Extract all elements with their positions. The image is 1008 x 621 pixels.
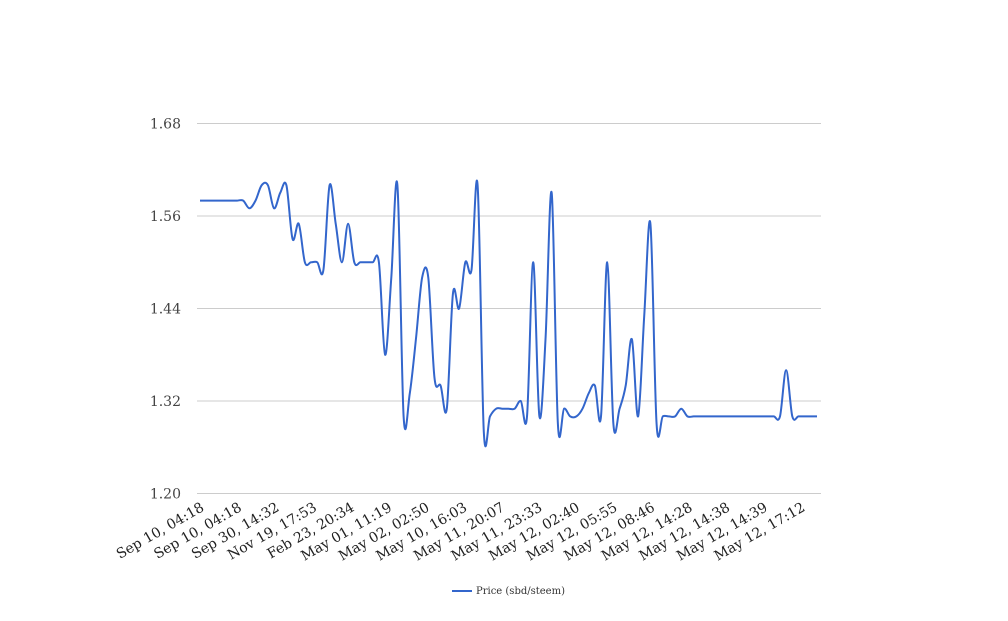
series-line-0 bbox=[200, 179, 817, 448]
y-tick-label: 1.68 bbox=[150, 117, 181, 133]
legend: Price (sbd/steem) bbox=[452, 586, 565, 597]
legend-label-price: Price (sbd/steem) bbox=[476, 586, 565, 597]
gridlines bbox=[197, 123, 821, 494]
series-lines bbox=[200, 179, 817, 448]
y-tick-label: 1.44 bbox=[150, 302, 181, 318]
y-tick-label: 1.32 bbox=[150, 394, 181, 410]
y-tick-label: 1.56 bbox=[150, 209, 181, 225]
y-axis-tick-labels: 1.20 1.32 1.44 1.56 1.68 bbox=[150, 117, 181, 503]
y-tick-label: 1.20 bbox=[150, 487, 181, 503]
